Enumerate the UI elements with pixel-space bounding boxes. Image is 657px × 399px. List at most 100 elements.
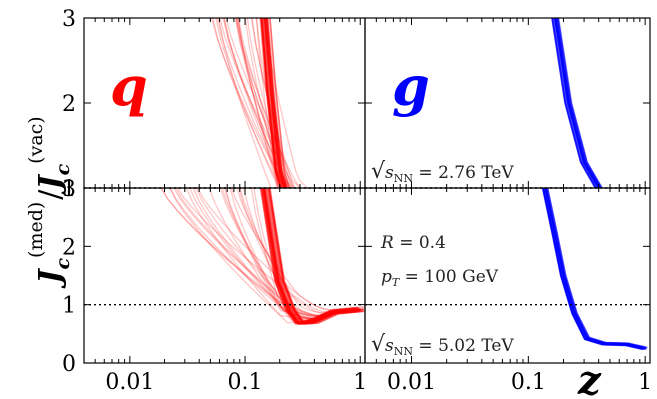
- band-curve: [556, 18, 603, 188]
- band-curve: [544, 188, 646, 350]
- band-curve: [260, 18, 282, 188]
- band-curve: [260, 188, 356, 324]
- stray-curve: [160, 188, 361, 319]
- band-curve: [264, 188, 361, 325]
- band-curve: [264, 18, 286, 188]
- stray-curve: [251, 18, 293, 188]
- band-curve: [260, 18, 282, 188]
- stray-curve: [225, 18, 302, 188]
- stray-curve: [189, 188, 361, 319]
- band-curve: [263, 18, 285, 188]
- band-curve: [261, 18, 284, 188]
- band-curve: [544, 188, 645, 350]
- band-curve: [260, 188, 357, 324]
- band-curve: [542, 188, 644, 350]
- x-tick-label: 1: [638, 370, 652, 395]
- stray-curve: [237, 18, 294, 188]
- band-curve: [268, 188, 364, 325]
- stray-curve: [261, 188, 361, 317]
- band-curve: [541, 188, 643, 350]
- stray-curve: [246, 18, 296, 188]
- stray-curve: [234, 18, 291, 188]
- stray-curve: [229, 188, 361, 320]
- band-curve: [265, 188, 362, 325]
- band-curve: [551, 18, 598, 188]
- stray-curve: [250, 188, 361, 320]
- band-curve: [260, 18, 282, 188]
- stray-curve: [224, 188, 361, 320]
- stray-curve: [222, 18, 289, 188]
- stray-curve: [237, 18, 281, 188]
- stray-curve: [208, 188, 361, 322]
- band-curve: [542, 188, 643, 350]
- band-curve: [542, 188, 644, 350]
- band-curve: [545, 188, 646, 351]
- band-curve: [267, 188, 364, 325]
- band-curve: [265, 18, 287, 188]
- y-tick-label: 3: [62, 7, 76, 32]
- band-curve: [266, 188, 363, 325]
- band-curve: [551, 18, 597, 188]
- stray-curve: [173, 188, 361, 317]
- band-curve: [262, 188, 359, 325]
- stray-curve: [243, 188, 361, 317]
- band-curve: [259, 188, 356, 325]
- band-curve: [260, 18, 282, 188]
- band-curve: [557, 18, 603, 188]
- band-curve: [261, 188, 358, 325]
- band-curve: [269, 18, 291, 188]
- gluon-2.76-curves: [551, 18, 604, 188]
- band-curve: [555, 18, 601, 188]
- energy-label-top: √sNN = 2.76 TeV: [371, 159, 514, 185]
- gluon-5.02-curves: [541, 188, 648, 351]
- stray-curve: [169, 188, 361, 320]
- band-curve: [542, 188, 643, 350]
- band-curve: [266, 18, 288, 188]
- stray-curve: [216, 18, 286, 188]
- stray-curve: [235, 18, 283, 188]
- energy-label-bottom: √sNN = 5.02 TeV: [371, 332, 514, 358]
- band-curve: [262, 188, 359, 325]
- band-curve: [266, 18, 288, 188]
- band-curve: [543, 188, 645, 349]
- band-curve: [556, 18, 603, 188]
- band-curve: [546, 188, 648, 349]
- band-curve: [262, 188, 359, 325]
- band-curve: [267, 18, 289, 188]
- stray-curve: [250, 18, 295, 188]
- band-curve: [264, 188, 360, 325]
- band-curve: [554, 18, 600, 188]
- y-tick-label: 0: [62, 352, 76, 377]
- band-curve: [542, 188, 644, 350]
- stray-curve: [196, 188, 361, 312]
- band-curve: [542, 188, 643, 350]
- stray-curve: [230, 188, 361, 312]
- band-curve: [543, 188, 645, 349]
- stray-curve: [236, 18, 288, 188]
- band-curve: [268, 188, 365, 324]
- band-curve: [544, 188, 646, 349]
- y-tick-label: 1: [62, 294, 76, 319]
- stray-curve: [219, 18, 297, 188]
- band-curve: [263, 188, 360, 324]
- band-curve: [260, 18, 283, 188]
- band-curve: [551, 18, 597, 188]
- band-curve: [551, 18, 596, 188]
- band-curve: [263, 188, 360, 325]
- band-curve: [553, 18, 600, 188]
- band-curve: [267, 188, 364, 325]
- band-curve: [545, 188, 646, 349]
- stray-curve: [185, 188, 361, 324]
- y-tick-label: 3: [62, 177, 76, 202]
- band-curve: [554, 18, 600, 188]
- y-tick-label: 1: [62, 177, 76, 202]
- gluon-panel-letter: g: [392, 54, 430, 118]
- band-curve: [544, 188, 646, 349]
- stray-curve: [175, 188, 361, 317]
- band-curve: [545, 188, 647, 350]
- band-curve: [555, 18, 602, 188]
- tick-layer: 1 2 3 0 1 2 3 0.01 0.1 1 0.01 0.1 1: [62, 7, 652, 395]
- band-curve: [261, 188, 358, 324]
- band-curve: [266, 18, 287, 188]
